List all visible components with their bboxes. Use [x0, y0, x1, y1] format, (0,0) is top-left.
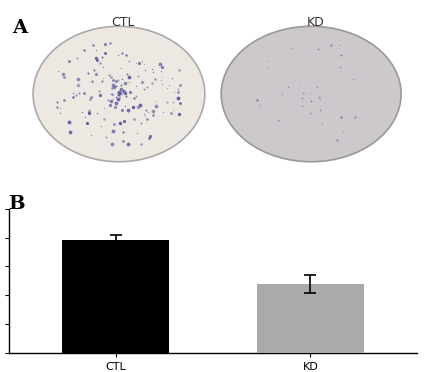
- Bar: [257, 284, 364, 353]
- Ellipse shape: [221, 26, 401, 162]
- Ellipse shape: [33, 26, 205, 162]
- Text: CTL: CTL: [111, 16, 135, 29]
- Bar: [62, 240, 169, 353]
- Text: A: A: [13, 19, 28, 37]
- Text: KD: KD: [306, 16, 324, 29]
- Text: B: B: [9, 195, 25, 213]
